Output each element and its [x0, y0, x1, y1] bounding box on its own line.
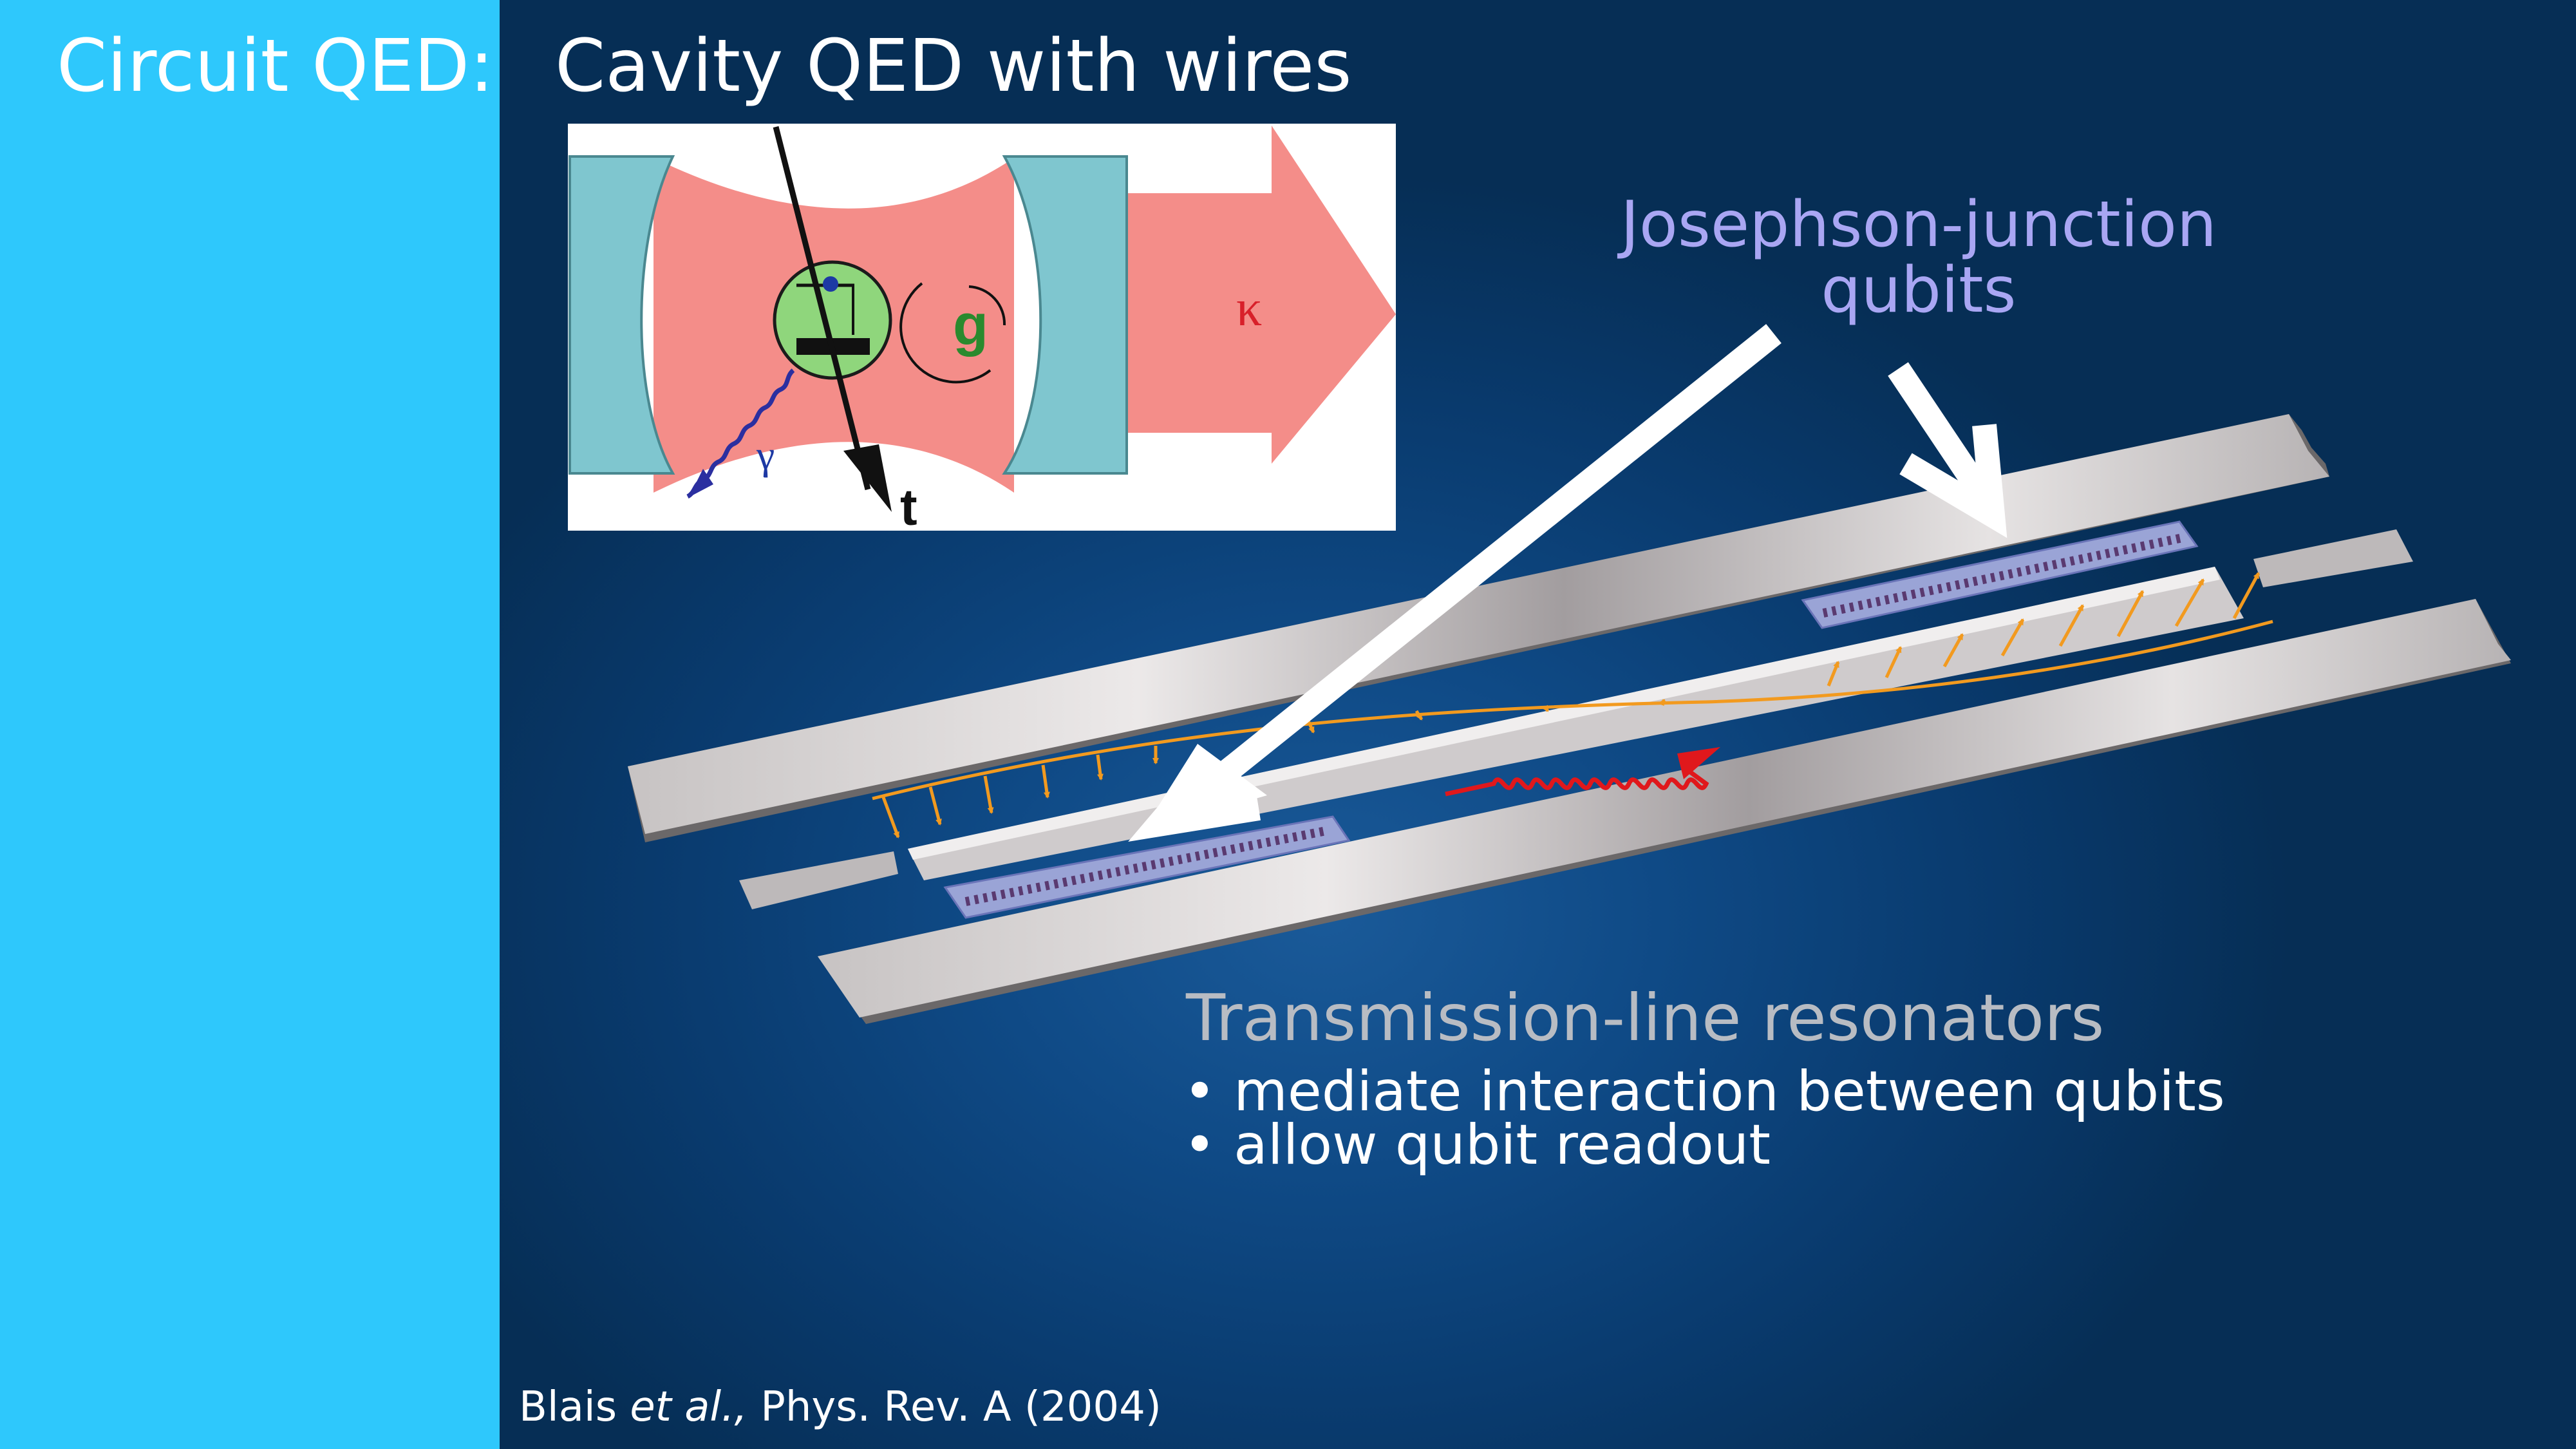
field-arrow: [2232, 572, 2261, 620]
pointer-arrow-left-tip: [1128, 752, 1261, 842]
bullet-readout: • allow qubit readout: [1183, 1113, 1771, 1177]
electron: [823, 276, 838, 292]
field-arrow: [928, 786, 942, 826]
field-profile: [872, 620, 2273, 800]
coupling-loop-inner: [968, 285, 1006, 326]
ground-plane-front: [818, 599, 2511, 1018]
atom-trajectory: [773, 126, 871, 491]
qubit-left: [943, 815, 1351, 919]
field-arrow: [1942, 633, 1964, 668]
coupling-loop: [899, 282, 992, 384]
trajectory-arrowhead: [843, 444, 892, 512]
field-arrow: [1415, 710, 1424, 721]
field-arrow: [881, 797, 900, 838]
jj-label-line1: Josephson-junction: [1620, 188, 2217, 261]
pointer-arrow-right: [1888, 362, 1993, 503]
field-arrow: [2116, 590, 2145, 638]
microwave-photon: [1445, 768, 1709, 797]
field-arrow: [983, 775, 994, 814]
field-arrow: [1659, 699, 1666, 706]
photon-arrowhead: [689, 469, 713, 497]
citation-etal: et al.,: [630, 1383, 747, 1431]
gamma-symbol: γ: [756, 432, 775, 478]
citation-journal: Phys. Rev. A (2004): [747, 1383, 1161, 1431]
cavity-figure: g κ γ t: [568, 124, 1396, 536]
kappa-symbol: κ: [1236, 280, 1262, 337]
coupling-g: g: [953, 293, 988, 357]
pointer-arrows: [1128, 324, 2007, 842]
ground-plane-back: [628, 414, 2329, 834]
section-label: Circuit QED:: [57, 24, 494, 108]
kappa-arrow: [1123, 126, 1396, 464]
jj-label-line2: qubits: [1821, 254, 2017, 327]
field-arrow: [2174, 578, 2205, 627]
citation: Blais et al., Phys. Rev. A (2004): [519, 1383, 1161, 1431]
photon-direction-arrowhead: [1677, 747, 1720, 779]
qubit-left-junctions: [964, 826, 1328, 906]
input-pad: [739, 851, 898, 909]
sidebar-panel: [0, 0, 500, 1449]
field-arrow: [2058, 604, 2085, 647]
citation-authors: Blais: [519, 1383, 630, 1431]
slide-title: Cavity QED with wires: [555, 24, 1352, 108]
field-arrow: [2000, 618, 2025, 657]
bullet-mediate: • mediate interaction between qubits: [1183, 1059, 2225, 1124]
pointer-arrow-left: [1174, 324, 1782, 818]
field-arrow: [1542, 705, 1550, 712]
field-arrows: [881, 572, 2261, 838]
pointer-arrow-right-tip: [1899, 424, 2007, 538]
output-pad: [2253, 529, 2413, 587]
left-mirror: [569, 155, 675, 475]
field-arrow: [1885, 646, 1903, 679]
right-mirror: [1002, 155, 1128, 475]
field-arrow: [1827, 661, 1840, 687]
field-arrow: [1041, 764, 1050, 799]
time-symbol: t: [900, 478, 917, 536]
field-arrow: [1096, 754, 1104, 781]
qubit-right-junctions: [1822, 533, 2184, 618]
resonator-heading: Transmission-line resonators: [1186, 980, 2105, 1056]
